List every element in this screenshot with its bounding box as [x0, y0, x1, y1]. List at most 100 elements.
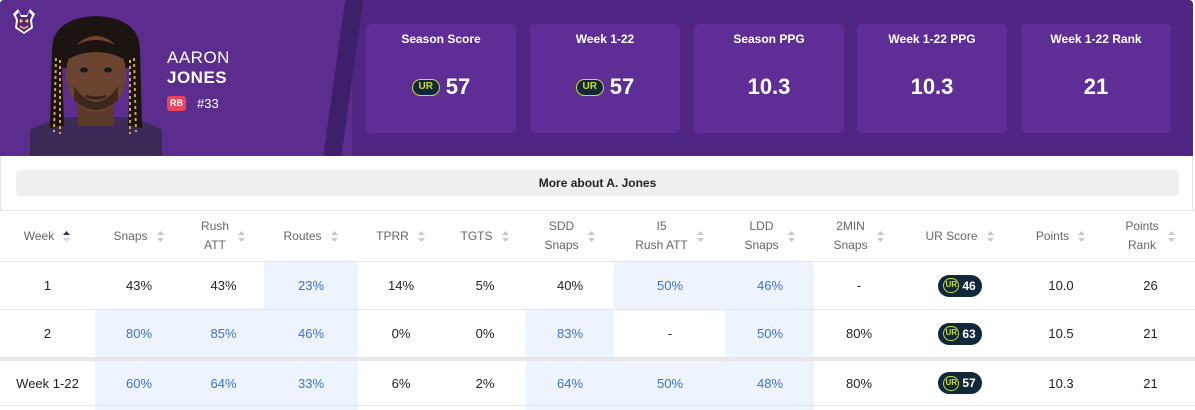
stat-card-season-score: Season Score UR 57: [366, 24, 516, 133]
cell-points-rank: 21: [1143, 375, 1158, 391]
more-about-button[interactable]: More about A. Jones: [16, 170, 1179, 196]
more-about-section: More about A. Jones: [0, 156, 1193, 210]
sort-icon: [1167, 231, 1175, 242]
cell-week: 2: [43, 326, 52, 341]
cell-points: 10.5: [1048, 326, 1074, 341]
column-header-ldd-snaps[interactable]: LDD Snaps: [726, 211, 814, 261]
stat-card-season-ppg: Season PPG 10.3: [694, 24, 844, 133]
sort-asc-icon: [63, 231, 71, 242]
cell-week: Week 1-22: [16, 375, 79, 391]
cell-rush-att: 85%: [183, 310, 264, 357]
cell-ldd-snaps: 50%: [726, 310, 814, 357]
sort-icon: [696, 231, 704, 242]
column-header-routes[interactable]: Routes: [264, 211, 358, 261]
cell-week: 1: [43, 278, 52, 293]
sort-icon: [330, 231, 338, 242]
cell-i5-rush-att: -: [667, 326, 673, 341]
cell-tprr: 14%: [387, 278, 415, 293]
ur-logo-icon: UR: [411, 78, 440, 96]
player-header: AARON JONES RB #33 Season Score UR 57 We…: [0, 0, 1193, 156]
cell-placeholder: [95, 406, 183, 410]
ur-logo-icon: UR: [943, 375, 960, 391]
column-header-tprr[interactable]: TPRR: [358, 211, 444, 261]
cell-rush-att: 43%: [210, 278, 237, 293]
cell-snaps: 43%: [125, 278, 153, 293]
cell-ur-score: UR 63: [904, 310, 1016, 357]
cell-tprr: 0%: [391, 326, 411, 341]
cell-placeholder: [526, 406, 614, 410]
sort-icon: [787, 231, 795, 242]
cell-points-rank: 21: [1143, 326, 1158, 341]
column-header-tgts[interactable]: TGTS: [444, 211, 526, 261]
cell-placeholder: [614, 406, 726, 410]
cell-tgts: 2%: [475, 375, 495, 391]
cell-routes: 23%: [264, 262, 358, 309]
column-header-week[interactable]: Week: [0, 211, 95, 261]
stat-card-value: 57: [445, 74, 471, 99]
column-header-2min-snaps[interactable]: 2MIN Snaps: [814, 211, 904, 261]
sort-icon: [501, 231, 509, 242]
sort-icon: [417, 231, 425, 242]
sort-icon: [587, 231, 595, 242]
cell-ur-score: UR 46: [904, 262, 1016, 309]
cell-snaps: 60%: [95, 361, 183, 405]
position-badge: RB: [167, 96, 186, 111]
stat-card-value: 21: [1083, 74, 1109, 99]
stat-card-label: Week 1-22 Rank: [1050, 32, 1142, 46]
stat-card-value: 10.3: [910, 74, 954, 99]
sort-icon: [986, 231, 994, 242]
cell-tprr: 6%: [391, 375, 411, 391]
player-last-name: JONES: [167, 68, 228, 87]
sort-icon: [238, 231, 245, 242]
cell-i5-rush-att: 50%: [614, 262, 726, 309]
table-row: 2 80% 85% 46% 0% 0% 83% - 50% 80% UR 63 …: [0, 310, 1195, 358]
table-row: 1 43% 43% 23% 14% 5% 40% 50% 46% - UR 46…: [0, 262, 1195, 310]
ur-logo-icon: UR: [575, 78, 604, 96]
column-header-rush-att[interactable]: Rush ATT: [183, 211, 264, 261]
stat-card-label: Season PPG: [733, 32, 805, 46]
cell-snaps: 80%: [95, 310, 183, 357]
cell-ldd-snaps: 46%: [726, 262, 814, 309]
cell-2min-snaps: -: [856, 278, 862, 293]
cell-points-rank: 26: [1143, 278, 1158, 293]
ur-logo-icon: UR: [943, 278, 960, 293]
stat-card-label: Week 1-22: [575, 32, 635, 46]
stat-card-value: 10.3: [747, 74, 791, 99]
stat-card-label: Week 1-22 PPG: [888, 32, 976, 46]
table-header-row: Week Snaps Rush ATT Routes TPRR TGTS SDD S…: [0, 210, 1195, 262]
cell-placeholder: [183, 406, 264, 410]
column-header-sdd-snaps[interactable]: SDD Snaps: [526, 211, 614, 261]
column-header-points-rank[interactable]: Points Rank: [1106, 211, 1195, 261]
player-first-name: AARON: [167, 48, 230, 67]
team-logo-icon: [13, 9, 35, 34]
sort-icon: [156, 231, 164, 242]
column-header-i5-rush-att[interactable]: I5 Rush ATT: [614, 211, 726, 261]
stat-card-label: Season Score: [401, 32, 481, 46]
sort-icon: [876, 231, 884, 242]
stat-card-week-ppg: Week 1-22 PPG 10.3: [857, 24, 1007, 133]
jersey-number: #33: [197, 96, 219, 111]
cell-ldd-snaps: 48%: [726, 361, 814, 405]
column-header-points[interactable]: Points: [1016, 211, 1106, 261]
column-header-ur-score[interactable]: UR Score: [904, 211, 1016, 261]
table-row-partial: [0, 406, 1195, 410]
cell-sdd-snaps: 64%: [526, 361, 614, 405]
cell-placeholder: [264, 406, 358, 410]
sort-icon: [1078, 231, 1086, 242]
table-total-row: Week 1-22 60% 64% 33% 6% 2% 64% 50% 48% …: [0, 358, 1195, 406]
cell-placeholder: [726, 406, 814, 410]
cell-2min-snaps: 80%: [845, 326, 873, 341]
column-header-snaps[interactable]: Snaps: [95, 211, 183, 261]
cell-sdd-snaps: 40%: [556, 278, 584, 293]
cell-points: 10.3: [1048, 375, 1074, 391]
stat-card-value: 57: [609, 74, 635, 99]
ur-score-badge: UR 57: [938, 372, 982, 394]
cell-routes: 46%: [264, 310, 358, 357]
cell-sdd-snaps: 83%: [526, 310, 614, 357]
ur-logo-icon: UR: [943, 326, 960, 341]
cell-2min-snaps: 80%: [845, 375, 873, 391]
cell-tgts: 0%: [475, 326, 495, 341]
cell-ur-score: UR 57: [904, 361, 1016, 405]
cell-tgts: 5%: [475, 278, 495, 293]
cell-points: 10.0: [1048, 278, 1074, 293]
